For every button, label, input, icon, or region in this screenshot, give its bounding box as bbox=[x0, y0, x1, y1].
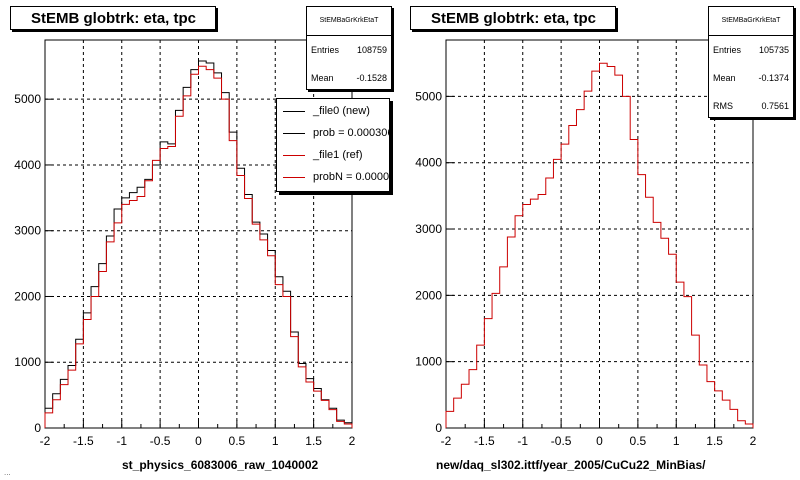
right-x-tick-label: -2 bbox=[441, 434, 452, 448]
right-rms-label: RMS bbox=[713, 101, 733, 111]
left-y-tick-label: 5000 bbox=[14, 92, 41, 106]
right-rms-value: 0.7561 bbox=[761, 101, 789, 111]
right-x-tick-label: 2 bbox=[750, 434, 757, 448]
right-x-tick-label: -1 bbox=[517, 434, 528, 448]
left-y-tick-label: 2000 bbox=[14, 289, 41, 303]
left-mean-label: Mean bbox=[311, 73, 334, 83]
legend-label: _file0 (new) bbox=[313, 105, 370, 117]
right-x-tick-label: 0 bbox=[596, 434, 603, 448]
right-mean-label: Mean bbox=[713, 73, 736, 83]
legend-swatch bbox=[283, 155, 305, 156]
right-stats-rms: RMS 0.7561 bbox=[709, 92, 793, 117]
legend-swatch bbox=[283, 133, 305, 134]
left-x-tick-label: 2 bbox=[349, 434, 356, 448]
left-mean-value: -0.1528 bbox=[356, 73, 387, 83]
left-chart-title-text: StEMB globtrk: eta, tpc bbox=[31, 10, 197, 27]
legend-swatch bbox=[283, 111, 305, 112]
left-histogram-series-1 bbox=[44, 65, 353, 428]
left-x-tick-label: -1 bbox=[116, 434, 127, 448]
right-x-tick-label: 1.5 bbox=[706, 434, 723, 448]
left-x-tick-label: -1.5 bbox=[73, 434, 94, 448]
left-stats-box: StEMBaGrKrkEtaT Entries 108759 Mean -0.1… bbox=[306, 6, 392, 90]
right-chart-title: StEMB globtrk: eta, tpc bbox=[410, 6, 616, 30]
left-x-tick-label: 0 bbox=[195, 434, 202, 448]
right-x-axis-label: new/daq_sl302.ittf/year_2005/CuCu22_MinB… bbox=[436, 458, 706, 472]
left-chart-title: StEMB globtrk: eta, tpc bbox=[10, 6, 216, 30]
left-legend: _file0 (new) prob = 0.000306 _file1 (ref… bbox=[276, 98, 390, 192]
left-x-tick-label: -0.5 bbox=[150, 434, 171, 448]
right-y-tick-label: 4000 bbox=[415, 156, 442, 170]
left-x-tick-label: 1 bbox=[272, 434, 279, 448]
legend-entry-probn: probN = 0.000000 bbox=[277, 167, 390, 189]
left-x-tick-label: -2 bbox=[40, 434, 51, 448]
right-x-tick-label: 0.5 bbox=[630, 434, 647, 448]
legend-swatch bbox=[283, 177, 305, 178]
right-mean-value: -0.1374 bbox=[758, 73, 789, 83]
right-stats-mean: Mean -0.1374 bbox=[709, 64, 793, 92]
legend-entry-file1: _file1 (ref) bbox=[277, 145, 389, 167]
left-y-tick-label: 3000 bbox=[14, 224, 41, 238]
right-histogram-series-0 bbox=[445, 62, 754, 428]
legend-label: prob = 0.000306 bbox=[313, 127, 390, 139]
right-stats-name: StEMBaGrKrkEtaT bbox=[709, 7, 793, 36]
left-stats-name: StEMBaGrKrkEtaT bbox=[307, 7, 391, 36]
right-chart-title-text: StEMB globtrk: eta, tpc bbox=[431, 10, 597, 27]
right-y-tick-label: 0 bbox=[435, 421, 442, 435]
left-y-tick-label: 0 bbox=[34, 421, 41, 435]
left-entries-label: Entries bbox=[311, 45, 340, 55]
legend-entry-prob: prob = 0.000306 bbox=[277, 123, 390, 145]
right-y-tick-label: 2000 bbox=[415, 288, 442, 302]
left-stats-entries: Entries 108759 bbox=[307, 36, 391, 64]
right-y-tick-label: 3000 bbox=[415, 222, 442, 236]
left-entries-value: 108759 bbox=[356, 45, 387, 55]
legend-entry-file0: _file0 (new) bbox=[277, 101, 389, 123]
left-x-axis-label: st_physics_6083006_raw_1040002 bbox=[122, 458, 319, 472]
left-y-tick-label: 4000 bbox=[14, 158, 41, 172]
left-histogram-series-0 bbox=[44, 60, 353, 428]
right-entries-label: Entries bbox=[713, 45, 742, 55]
right-entries-value: 105735 bbox=[758, 45, 789, 55]
right-stats-box: StEMBaGrKrkEtaT Entries 105735 Mean -0.1… bbox=[708, 6, 794, 118]
right-stats-entries: Entries 105735 bbox=[709, 36, 793, 64]
right-x-tick-label: -0.5 bbox=[551, 434, 572, 448]
right-x-tick-label: 1 bbox=[673, 434, 680, 448]
left-x-tick-label: 0.5 bbox=[229, 434, 246, 448]
legend-label: _file1 (ref) bbox=[313, 149, 363, 161]
legend-label: probN = 0.000000 bbox=[313, 171, 390, 183]
right-y-tick-label: 5000 bbox=[415, 89, 442, 103]
left-x-tick-label: 1.5 bbox=[305, 434, 322, 448]
left-y-tick-label: 1000 bbox=[14, 355, 41, 369]
right-x-tick-label: -1.5 bbox=[474, 434, 495, 448]
right-y-tick-label: 1000 bbox=[415, 355, 442, 369]
footer-text: ... bbox=[4, 468, 11, 477]
left-stats-mean: Mean -0.1528 bbox=[307, 64, 391, 89]
